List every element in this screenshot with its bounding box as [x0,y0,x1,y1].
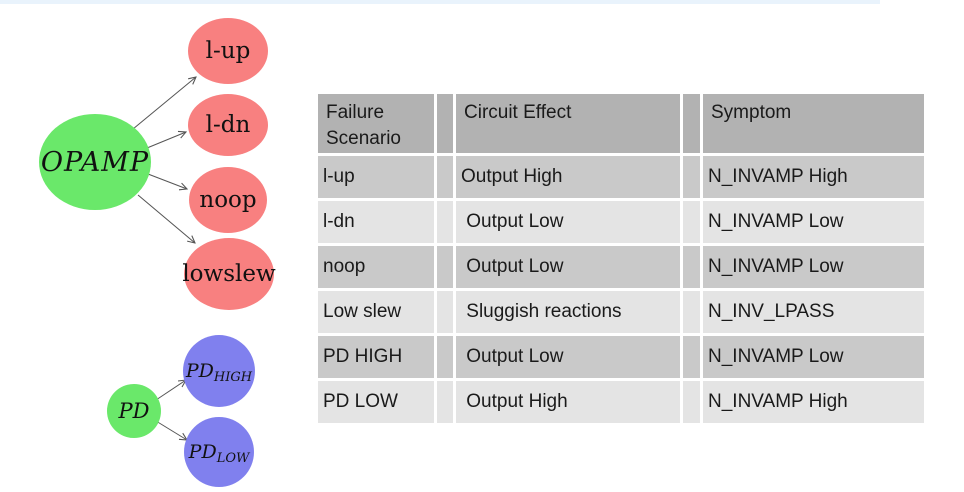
cell-spacer [437,381,453,423]
pdhigh-label-main: PD [185,360,214,382]
cell-spacer [437,246,453,288]
opamp-edges [132,77,196,243]
cell-symptom: N_INVAMP High [703,156,924,198]
fault-tree-diagram: OPAMP l-up l-dn noop lowslew PD PDHIGH P… [39,18,276,487]
cell-symptom: N_INVAMP Low [703,201,924,243]
edge-pd-pdhigh-arrow [155,380,186,401]
pdhigh-label-subscript: HIGH [213,370,253,385]
pdhigh-node-ellipse [183,335,255,407]
cell-spacer [437,291,453,333]
cell-spacer [683,381,700,423]
header-circuit-effect: Circuit Effect [456,94,680,153]
cell-spacer [683,246,700,288]
cell-scenario: PD LOW [318,381,434,423]
cell-scenario: PD HIGH [318,336,434,378]
lup-node-label: l-up [206,38,251,64]
cell-effect: Sluggish reactions [456,291,680,333]
pdlow-node-label: PDLOW [188,441,251,466]
cell-symptom: N_INVAMP Low [703,336,924,378]
ldn-node-label: l-dn [206,112,251,138]
cell-spacer [437,336,453,378]
failure-scenario-table: Failure Scenario Circuit Effect Symptom … [318,94,924,423]
opamp-node-label: OPAMP [41,147,149,178]
cell-spacer [683,291,700,333]
cell-symptom: N_INV_LPASS [703,291,924,333]
cell-effect: Output Low [456,246,680,288]
cell-spacer [437,201,453,243]
cell-effect: Output High [456,156,680,198]
opamp-node-ellipse [39,114,151,210]
pdlow-label-subscript: LOW [216,451,251,466]
cell-scenario: noop [318,246,434,288]
header-failure-scenario: Failure Scenario [318,94,434,153]
cell-spacer [683,156,700,198]
edge-opamp-ldn-arrow [146,132,186,149]
lowslew-node-label: lowslew [182,261,276,287]
lowslew-node-ellipse [184,238,274,310]
edge-pd-pdlow-arrow [155,420,187,440]
cell-symptom: N_INVAMP High [703,381,924,423]
cell-spacer [683,201,700,243]
pdhigh-node-label: PDHIGH [185,360,253,385]
noop-node-ellipse [189,167,267,233]
noop-node-label: noop [199,187,256,213]
lup-node-ellipse [188,18,268,84]
header-spacer-2 [683,94,700,153]
cell-spacer [683,336,700,378]
top-accent-strip [0,0,880,4]
pd-node-ellipse [107,384,161,438]
pd-edges [155,380,187,440]
header-spacer-1 [437,94,453,153]
cell-effect: Output High [456,381,680,423]
cell-symptom: N_INVAMP Low [703,246,924,288]
edge-opamp-lup-arrow [132,77,196,130]
cell-effect: Output Low [456,336,680,378]
pd-node-label: PD [118,399,150,423]
cell-effect: Output Low [456,201,680,243]
cell-spacer [437,156,453,198]
pdlow-label-main: PD [188,441,217,463]
pdlow-node-ellipse [184,417,254,487]
cell-scenario: l-up [318,156,434,198]
edge-opamp-lowslew-arrow [137,194,195,243]
edge-opamp-noop-arrow [147,173,187,189]
cell-scenario: l-dn [318,201,434,243]
ldn-node-ellipse [188,94,268,156]
header-symptom: Symptom [703,94,924,153]
cell-scenario: Low slew [318,291,434,333]
